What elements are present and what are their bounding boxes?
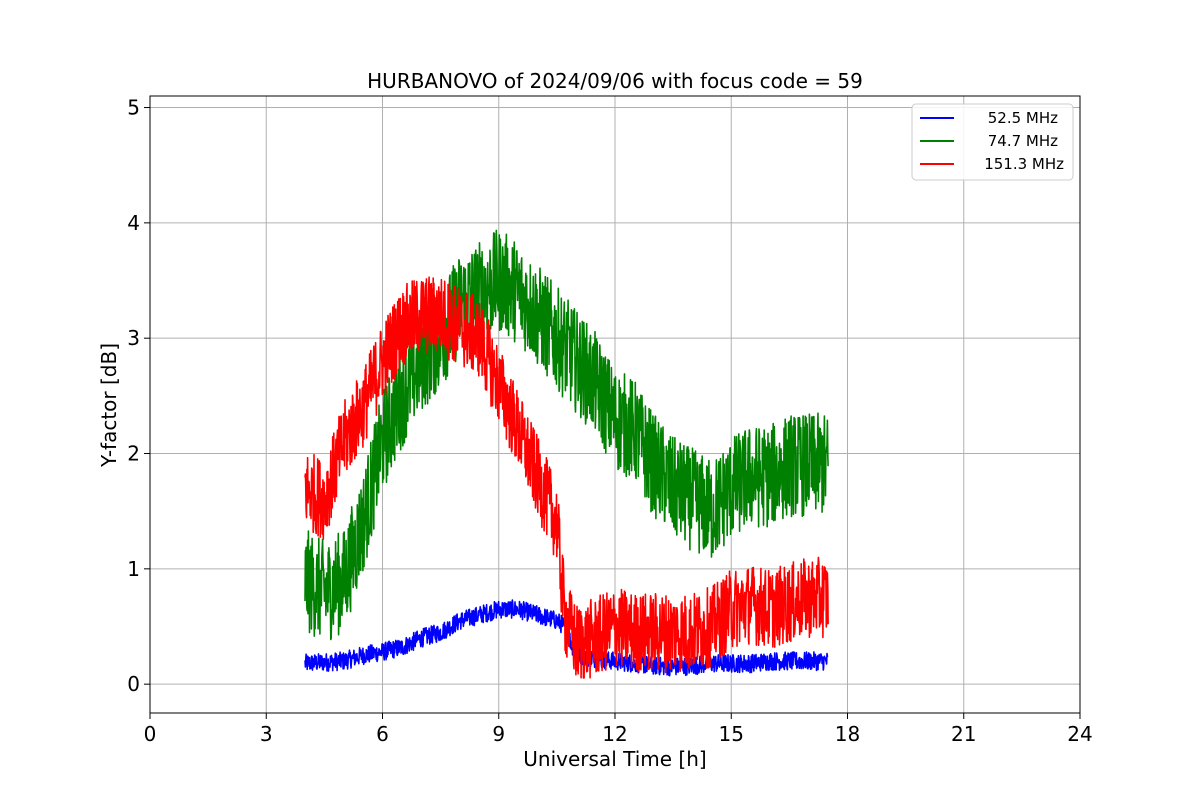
y-tick-label: 1 (127, 557, 140, 581)
legend-label-52-5: 52.5 MHz (988, 109, 1058, 127)
x-tick-label: 0 (144, 722, 157, 746)
y-tick-label: 2 (127, 442, 140, 466)
y-tick-label: 4 (127, 211, 140, 235)
x-tick-label: 12 (602, 722, 627, 746)
legend-label-74-7: 74.7 MHz (988, 132, 1058, 150)
x-tick-label: 9 (492, 722, 505, 746)
legend: 52.5 MHz 74.7 MHz 151.3 MHz (911, 103, 1074, 181)
plot-series (304, 229, 829, 679)
x-tick-label: 3 (260, 722, 273, 746)
legend-box (911, 103, 1074, 181)
x-tick-label: 21 (951, 722, 976, 746)
y-tick-label: 0 (127, 672, 140, 696)
x-tick-label: 6 (376, 722, 389, 746)
x-tick-label: 24 (1067, 722, 1092, 746)
x-tick-label: 15 (719, 722, 744, 746)
y-tick-label: 3 (127, 326, 140, 350)
x-axis-label: Universal Time [h] (523, 747, 706, 771)
x-tick-label: 18 (835, 722, 860, 746)
y-axis-label: Y-factor [dB] (97, 343, 121, 468)
chart-title: HURBANOVO of 2024/09/06 with focus code … (367, 69, 863, 93)
y-tick-label: 5 (127, 96, 140, 120)
series-line-1 (304, 229, 829, 641)
series-line-2 (304, 276, 829, 679)
legend-label-151-3: 151.3 MHz (984, 155, 1064, 173)
